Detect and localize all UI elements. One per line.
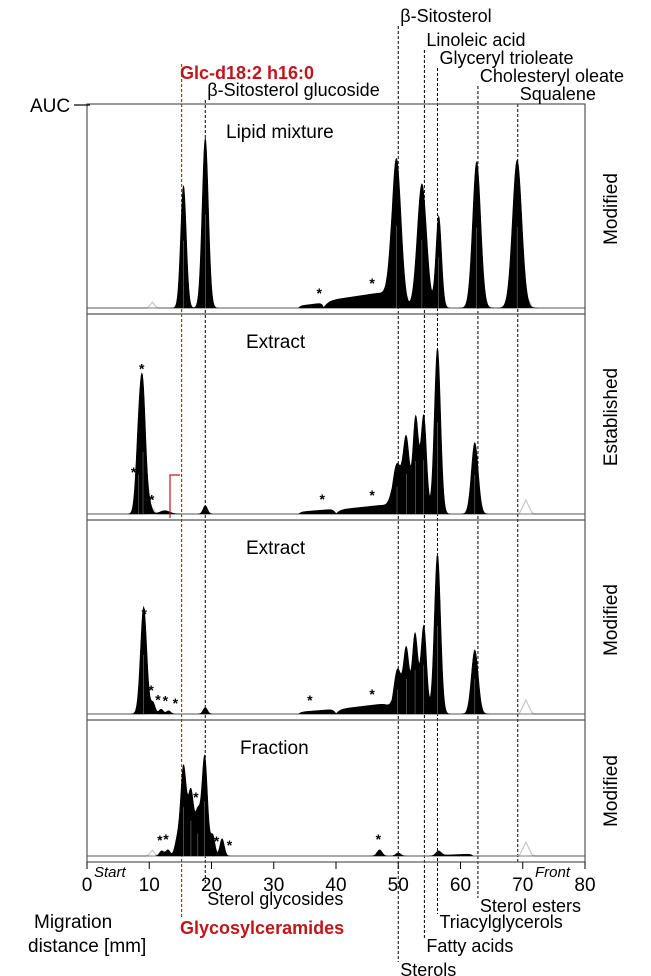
- x-start-label: Start: [94, 864, 127, 881]
- bottom-marker-label: Sterols: [400, 960, 456, 976]
- panel-1: * * Lipid mixture Modified: [87, 122, 622, 309]
- highlight-bottom-label: Glycosylceramides: [180, 918, 344, 938]
- top-marker-label: β-Sitosterol glucoside: [207, 80, 379, 100]
- bottom-marker-labels: Sterol glycosides Sterols Fatty acids Triac…: [207, 889, 581, 976]
- peak-star: *: [173, 695, 179, 711]
- highlight-bracket: [169, 474, 180, 518]
- x-tick-label: 50: [388, 875, 409, 896]
- peak-star: *: [149, 491, 155, 507]
- peak-star: *: [131, 464, 137, 480]
- signal-area: [87, 553, 585, 715]
- peak-star: *: [193, 789, 199, 805]
- peak-star: *: [155, 691, 161, 707]
- guide-lines: [181, 26, 519, 962]
- panel-2: * * * * * Extract Established: [87, 313, 622, 515]
- bottom-marker-label: Fatty acids: [426, 936, 513, 956]
- x-tick-label: 70: [512, 875, 533, 896]
- peak-star: *: [214, 833, 220, 849]
- panel-side-label: Modified: [601, 584, 622, 656]
- peak-star: *: [139, 360, 145, 376]
- peak-star: *: [369, 487, 375, 503]
- x-tick-label: 40: [325, 875, 346, 896]
- x-tick-label: 10: [139, 875, 160, 896]
- x-tick-label: 30: [263, 875, 284, 896]
- bottom-marker-label: Triacylglycerols: [439, 912, 562, 932]
- panel-side-label: Modified: [601, 173, 622, 245]
- peak-star: *: [148, 682, 154, 698]
- peak-star: *: [376, 831, 382, 847]
- peak-star: *: [369, 686, 375, 702]
- peak-star: *: [316, 285, 322, 301]
- highlight-label: Glc-d18:2 h16:0: [180, 63, 314, 83]
- x-tick-label: 20: [201, 875, 222, 896]
- peak-star: *: [163, 831, 169, 847]
- top-marker-label: Squalene: [520, 84, 596, 104]
- panel-title: Extract: [246, 332, 306, 353]
- top-marker-label: Cholesteryl oleate: [480, 66, 624, 86]
- signal-area: [87, 754, 585, 857]
- peak-star: *: [320, 491, 326, 507]
- peak-star: *: [227, 837, 233, 853]
- x-tick-label: 0: [82, 875, 93, 896]
- x-tick-label: 80: [574, 875, 595, 896]
- bottom-marker-label: Sterol esters: [480, 896, 581, 916]
- signal-area: [87, 137, 585, 309]
- panel-side-label: Modified: [601, 755, 622, 827]
- panel-side-label: Established: [601, 368, 622, 466]
- panel-title: Fraction: [240, 738, 309, 759]
- signal-area: [87, 347, 585, 515]
- panel-title: Extract: [246, 538, 306, 559]
- peak-star: *: [157, 832, 163, 848]
- top-marker-labels: β-Sitosterol glucoside β-Sitosterol Linole…: [207, 6, 624, 104]
- top-marker-label: Linoleic acid: [426, 30, 525, 50]
- peak-star: *: [369, 275, 375, 291]
- x-front-label: Front: [535, 864, 571, 881]
- y-axis-label: AUC: [30, 96, 70, 117]
- x-axis: 0 10 20 30 40 50 60 70 80: [82, 862, 596, 896]
- panel-title: Lipid mixture: [226, 122, 334, 143]
- peak-star: *: [163, 693, 169, 709]
- peak-star: *: [307, 692, 313, 708]
- peak-star: *: [142, 605, 148, 621]
- top-marker-label: Glyceryl trioleate: [439, 48, 573, 68]
- plot-frame: [86, 103, 586, 863]
- top-marker-label: β-Sitosterol: [400, 6, 491, 26]
- bottom-marker-label: Sterol glycosides: [207, 889, 343, 909]
- x-tick-label: 60: [450, 875, 471, 896]
- x-axis-label: Migration distance [mm]: [28, 912, 146, 957]
